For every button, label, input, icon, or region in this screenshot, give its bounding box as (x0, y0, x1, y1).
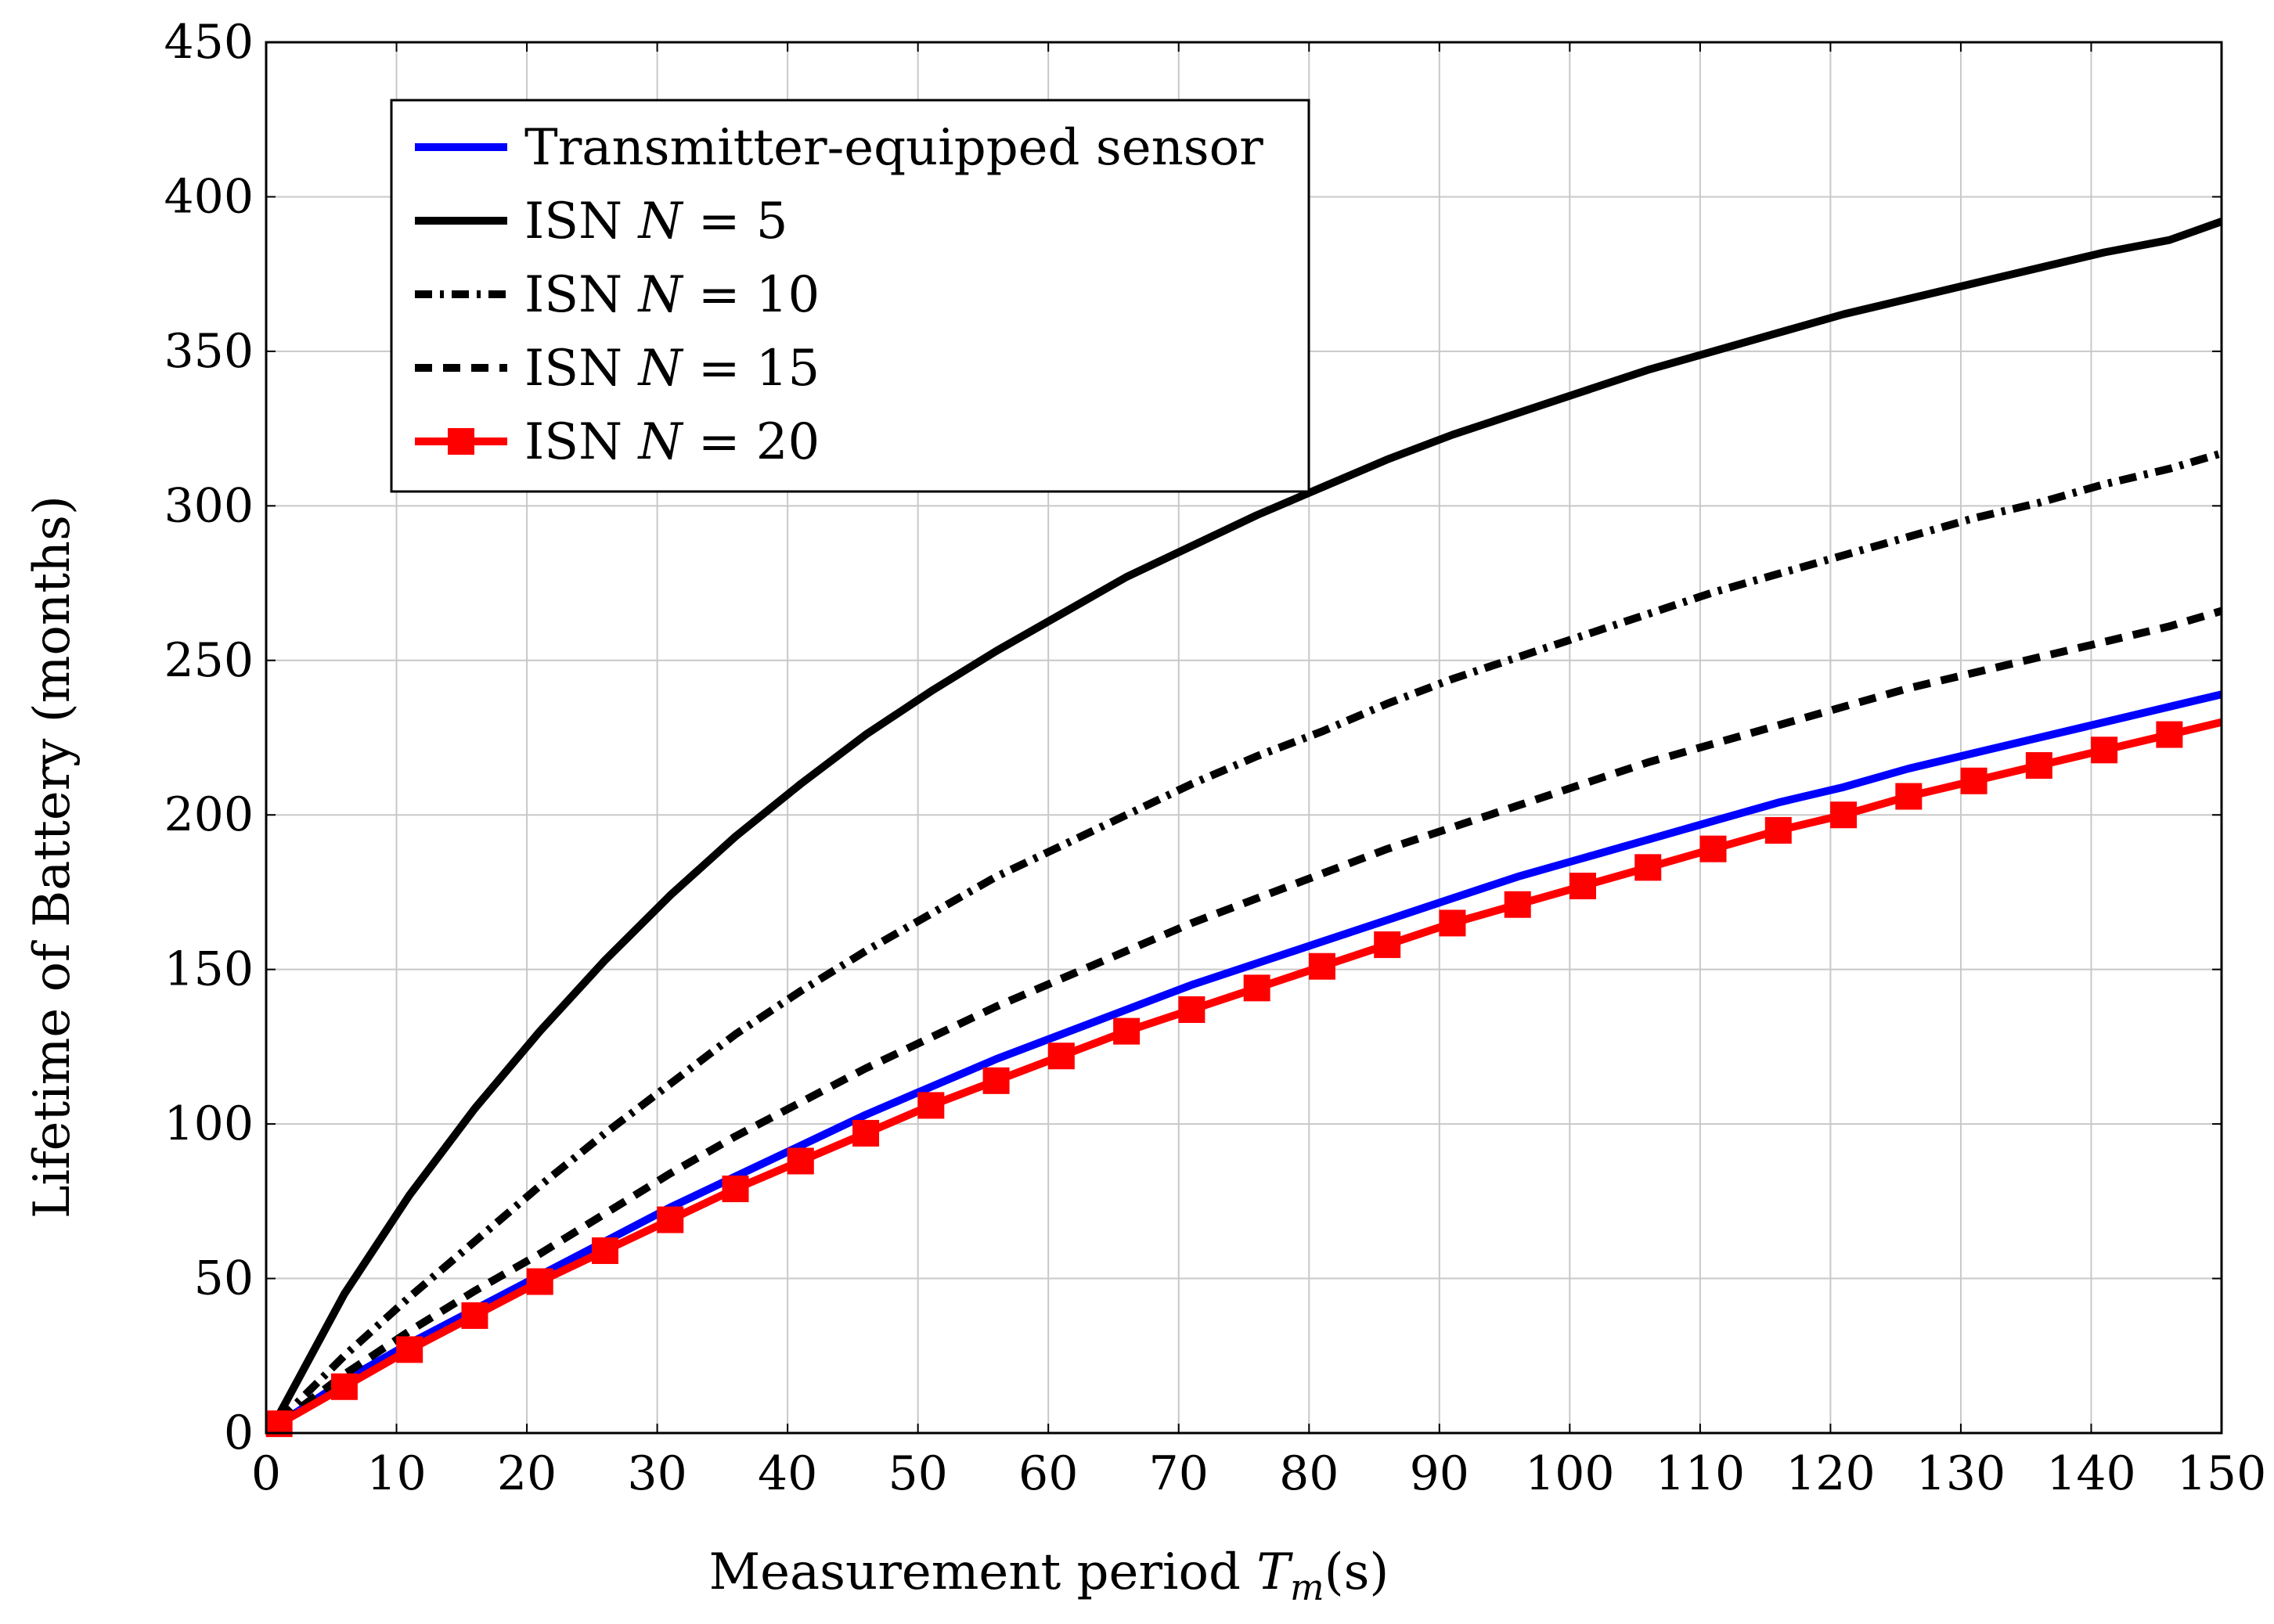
y-axis-label: Lifetime of Battery (months) (23, 495, 81, 1219)
legend-box (390, 99, 1310, 493)
series-5-point (591, 1237, 618, 1265)
series-3 (276, 449, 2223, 1424)
series-5-point (1895, 783, 1923, 810)
y-tick-label: 50 (194, 1251, 254, 1306)
y-tick-label: 450 (164, 15, 254, 70)
legend-label: ISN N = 15 (524, 340, 820, 398)
x-tick-label: 60 (1018, 1446, 1078, 1501)
y-tick-label: 200 (164, 787, 254, 842)
series-3-line (276, 449, 2223, 1424)
legend-entry: ISN N = 20 (415, 413, 820, 471)
x-tick-label: 20 (497, 1446, 557, 1501)
series-5-point (852, 1119, 880, 1147)
series-5-point (657, 1206, 684, 1233)
series-5-point (1830, 801, 1858, 829)
legend-marker (448, 428, 474, 455)
x-tick-label: 10 (366, 1446, 426, 1501)
legend-label: ISN N = 20 (524, 413, 820, 471)
series-5-point (787, 1147, 814, 1175)
series-layer (265, 218, 2223, 1438)
series-5-point (917, 1092, 945, 1119)
x-tick-label: 0 (251, 1446, 281, 1501)
legend-entry: ISN N = 15 (415, 340, 820, 398)
legend-entry: ISN N = 5 (415, 193, 788, 250)
series-4 (276, 607, 2223, 1428)
x-tick-label: 140 (2046, 1446, 2136, 1501)
series-5-point (1243, 974, 1270, 1002)
series-4-line (276, 607, 2223, 1428)
series-5-point (722, 1176, 749, 1203)
y-tick-label: 100 (164, 1096, 254, 1151)
legend: Transmitter-equipped sensor ISN N = 5 ISN … (390, 99, 1310, 493)
series-5-point (1764, 816, 1792, 844)
series-5-point (396, 1336, 423, 1363)
series-5-point (2025, 752, 2052, 780)
x-tick-label: 120 (1786, 1446, 1876, 1501)
legend-label: ISN N = 5 (524, 193, 788, 250)
series-5-point (330, 1373, 358, 1400)
series-5-point (2091, 736, 2118, 764)
series-5-point (1374, 931, 1401, 959)
series-2 (276, 218, 2223, 1417)
ticks: 0 10 20 30 40 50 60 70 80 90 100 110 120 130 140 150 0 50… (164, 15, 2266, 1501)
series-5 (265, 718, 2223, 1438)
series-5-point (1047, 1042, 1075, 1070)
y-tick-label: 400 (164, 169, 254, 224)
legend-entry: Transmitter-equipped sensor (415, 119, 1263, 177)
series-5-point (1699, 835, 1727, 862)
series-5-point (1634, 854, 1662, 881)
series-5-point (1439, 909, 1466, 937)
legend-entry: ISN N = 10 (415, 266, 820, 324)
x-tick-label: 80 (1279, 1446, 1339, 1501)
y-tick-label: 350 (164, 324, 254, 379)
x-tick-label: 70 (1149, 1446, 1209, 1501)
series-2-line (276, 218, 2223, 1417)
legend-label: Transmitter-equipped sensor (524, 119, 1263, 177)
series-5-point (1308, 952, 1335, 980)
series-5-point (461, 1302, 488, 1329)
y-tick-label: 0 (224, 1406, 254, 1460)
series-5-point (982, 1067, 1010, 1094)
legend-label: ISN N = 10 (524, 266, 820, 324)
x-tick-label: 130 (1916, 1446, 2006, 1501)
y-tick-label: 250 (164, 633, 254, 688)
x-tick-label: 40 (758, 1446, 817, 1501)
series-5-point (1569, 873, 1596, 900)
series-5-point (1504, 891, 1531, 918)
y-tick-label: 300 (164, 478, 254, 533)
x-tick-label: 50 (888, 1446, 947, 1501)
series-5-point (1113, 1017, 1141, 1045)
y-tick-label: 150 (164, 942, 254, 997)
x-tick-label: 110 (1656, 1446, 1746, 1501)
x-tick-label: 90 (1410, 1446, 1469, 1501)
series-5-point (1178, 996, 1205, 1024)
x-tick-label: 30 (627, 1446, 687, 1501)
x-tick-label: 150 (2177, 1446, 2267, 1501)
x-tick-label: 100 (1525, 1446, 1615, 1501)
series-5-point (526, 1268, 553, 1295)
series-5-point (1960, 767, 1987, 794)
series-5-point (2156, 721, 2183, 748)
x-axis-label: Measurement period Tm(s) (709, 1543, 1389, 1608)
axes-frame (265, 41, 2223, 1435)
